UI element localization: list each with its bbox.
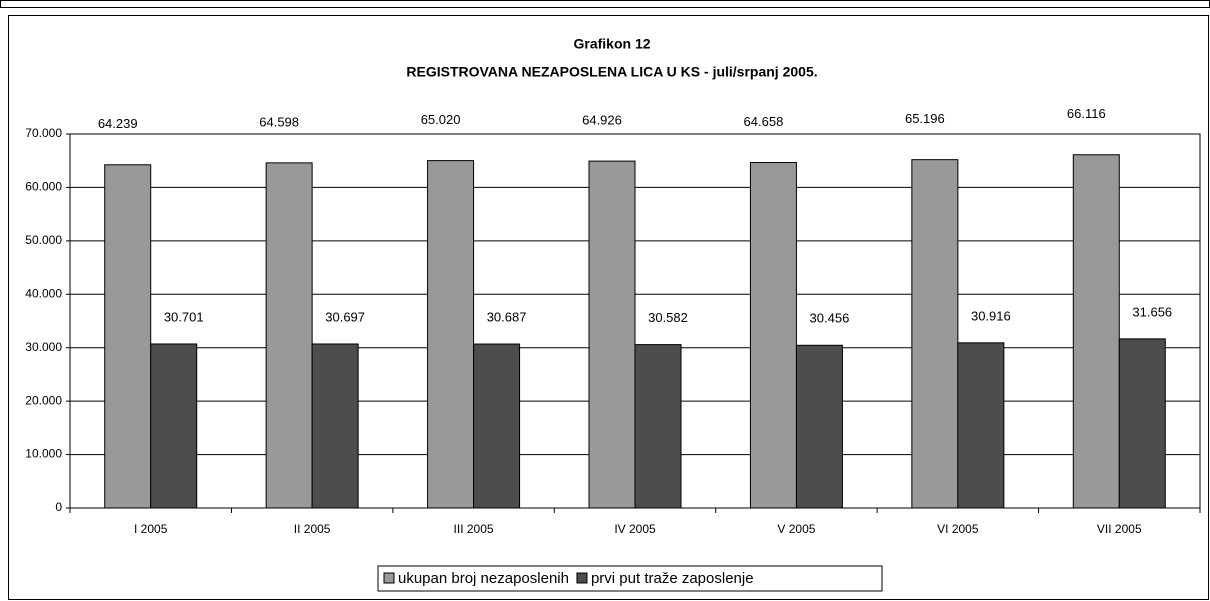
value-label: 30.456 [810, 311, 850, 326]
y-tick-label: 0 [55, 500, 62, 514]
y-tick-label: 70.000 [25, 126, 62, 140]
top-frame [0, 0, 1210, 8]
bar [1072, 154, 1120, 509]
legend-box [377, 565, 883, 592]
legend-swatch [383, 572, 395, 584]
value-label: 64.598 [259, 114, 299, 129]
y-tick-label: 20.000 [25, 393, 62, 407]
bar [795, 344, 843, 509]
legend-label: ukupan broj nezaposlenih [398, 570, 569, 587]
value-label: 30.697 [325, 309, 365, 324]
value-label: 64.658 [744, 114, 784, 129]
bar [911, 159, 959, 509]
x-tick-label: VII 2005 [1097, 522, 1142, 536]
value-label: 66.116 [1067, 106, 1106, 121]
x-tick-label: II 2005 [294, 522, 331, 536]
value-label: 31.656 [1132, 304, 1172, 319]
legend-label: prvi put traže zaposlenje [591, 570, 754, 587]
bar [311, 343, 359, 509]
x-tick-label: V 2005 [777, 522, 815, 536]
y-tick-label: 60.000 [25, 180, 62, 194]
bar [150, 343, 198, 509]
bar [634, 344, 682, 509]
y-tick-label: 40.000 [25, 286, 62, 300]
bar [1118, 338, 1166, 509]
bar [749, 162, 797, 509]
value-label: 65.196 [905, 111, 945, 126]
value-label: 64.239 [98, 116, 138, 131]
y-tick-label: 30.000 [25, 340, 62, 354]
legend-swatch [576, 572, 588, 584]
bar [265, 162, 313, 509]
bar [588, 160, 636, 509]
value-label: 64.926 [582, 113, 622, 128]
y-tick-label: 10.000 [25, 447, 62, 461]
x-tick-label: I 2005 [134, 522, 168, 536]
x-tick-label: III 2005 [454, 522, 494, 536]
bar [427, 160, 475, 509]
value-label: 30.582 [648, 310, 688, 325]
x-tick-label: IV 2005 [614, 522, 656, 536]
chart-title: Grafikon 12 [573, 36, 650, 52]
value-label: 65.020 [421, 112, 461, 127]
bar [957, 342, 1005, 509]
value-label: 30.701 [164, 309, 204, 324]
chart-subtitle: REGISTROVANA NEZAPOSLENA LICA U KS - jul… [406, 64, 817, 80]
bar [473, 343, 521, 509]
value-label: 30.687 [487, 309, 527, 324]
value-label: 30.916 [971, 308, 1011, 323]
y-tick-label: 50.000 [25, 233, 62, 247]
x-tick-label: VI 2005 [937, 522, 979, 536]
bar [104, 164, 152, 509]
